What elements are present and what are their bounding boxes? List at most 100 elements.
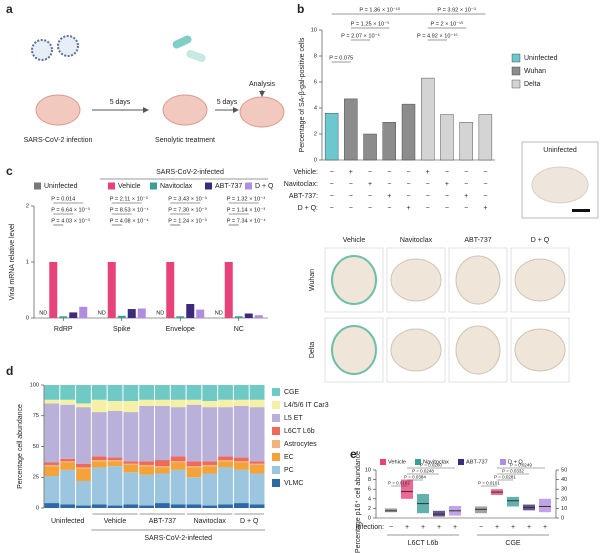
bar-segment: [218, 460, 233, 462]
bar-segment: [170, 504, 186, 508]
treatment-label: D + Q:: [298, 205, 318, 212]
legend-label: D + Q: [255, 183, 274, 190]
panel-letter: a: [6, 2, 13, 16]
bar-segment: [233, 469, 249, 504]
bar-segment: [123, 464, 139, 473]
infection-mark: +: [495, 524, 499, 531]
bar-segment: [139, 464, 154, 467]
legend-swatch: [272, 388, 280, 396]
y-tick-label: 4: [368, 496, 371, 502]
range-bar: [507, 496, 519, 507]
x-tick-label: Envelope: [166, 326, 195, 333]
bar-segment: [186, 466, 202, 468]
treatment-mark: −: [330, 193, 334, 200]
treatment-mark: −: [464, 205, 468, 212]
bar-segment: [218, 407, 233, 457]
bar-segment: [76, 505, 91, 508]
infection-mark: +: [543, 524, 547, 531]
treatment-mark: −: [368, 193, 372, 200]
infection-mark: +: [453, 524, 457, 531]
treatment-label: Navitoclax:: [284, 181, 318, 188]
legend-swatch: [205, 182, 212, 190]
treatment-mark: +: [406, 205, 410, 212]
bar-segment: [107, 385, 123, 401]
legend-label: ABT-737: [215, 183, 242, 190]
y-tick-label: 0: [36, 505, 39, 511]
tissue: [455, 325, 501, 375]
bar-segment: [76, 468, 91, 481]
bar: [401, 103, 416, 161]
p-value: P = 0.0384: [404, 475, 426, 480]
bar-segment: [249, 473, 265, 505]
p-value: P = 4.03 × 10⁻³: [51, 218, 89, 224]
bar-segment: [186, 399, 202, 405]
bar: [137, 308, 146, 318]
bar: [69, 312, 78, 318]
bar-segment: [139, 466, 154, 475]
bar-segment: [139, 505, 154, 508]
treatment-mark: −: [387, 181, 391, 188]
y-tick-label: 100: [30, 382, 39, 388]
bar-segment: [155, 405, 170, 461]
p-value: P = 2.11 × 10⁻³: [110, 196, 148, 202]
infection-mark: −: [389, 524, 393, 531]
p-value: P = 3.43 × 10⁻³: [168, 196, 206, 202]
bar-segment: [76, 463, 91, 468]
bar: [79, 306, 88, 318]
y-tick-label: 2: [314, 131, 317, 137]
micrograph-row-label: Delta: [309, 342, 316, 358]
bar: [107, 262, 116, 318]
legend-header: SARS-CoV-2-infected: [156, 169, 224, 176]
p-value: P = 7.30 × 10⁻³: [168, 207, 206, 213]
micrograph-column-label: D + Q: [531, 237, 550, 244]
bar-segment: [60, 458, 76, 462]
x-group-label: L6CT L6b: [408, 540, 439, 547]
y-tick-label: 75: [33, 413, 39, 419]
p-value: P = 0.0332: [502, 469, 524, 474]
group-label: Uninfected: [51, 518, 85, 525]
treatment-mark: −: [426, 193, 430, 200]
bar-segment: [249, 385, 265, 400]
legend-swatch: [245, 182, 252, 190]
bar: [59, 316, 68, 318]
bar-segment: [233, 461, 249, 463]
y-tick-label: 6: [368, 487, 371, 493]
legend-label: EC: [284, 454, 294, 461]
legend-swatch: [511, 53, 521, 63]
infection-mark: −: [479, 524, 483, 531]
group-label: ABT-737: [149, 518, 176, 525]
bar-segment: [60, 399, 76, 405]
p-value: P = 6.64 × 10⁻³: [51, 207, 89, 213]
treatment-label: ABT-737:: [289, 193, 318, 200]
legend-label: Astrocytes: [284, 441, 317, 448]
p-value: P = 0.075: [329, 55, 353, 61]
bar-segment: [76, 385, 91, 404]
value-label: ND: [156, 310, 164, 316]
group-label: Vehicle: [104, 518, 127, 525]
treatment-mark: −: [406, 181, 410, 188]
p-value: P = 0.0101: [478, 481, 500, 486]
bar-segment: [170, 469, 186, 505]
treatment-mark: +: [368, 181, 372, 188]
bar-segment: [60, 462, 76, 470]
bar-segment: [202, 407, 218, 462]
bar-segment: [170, 385, 186, 400]
step-label: Analysis: [249, 81, 276, 88]
legend-label: Navitoclax: [423, 459, 449, 465]
bar: [324, 112, 339, 161]
panel-letter: e: [350, 447, 357, 461]
treatment-mark: −: [445, 205, 449, 212]
y-axis-label: Percentage p16⁺ cell abundance: [355, 451, 362, 553]
legend-swatch: [511, 66, 521, 76]
bar-segment: [139, 461, 154, 465]
y-tick-label: 30: [561, 487, 567, 493]
y-tick-label: 0: [314, 157, 317, 163]
bar: [196, 309, 205, 318]
y-tick-label: 20: [561, 496, 567, 502]
y-tick-label: 50: [33, 444, 39, 450]
bar-segment: [233, 457, 249, 462]
bar-segment: [91, 467, 107, 505]
treatment-mark: −: [445, 193, 449, 200]
legend-swatch: [380, 459, 386, 465]
